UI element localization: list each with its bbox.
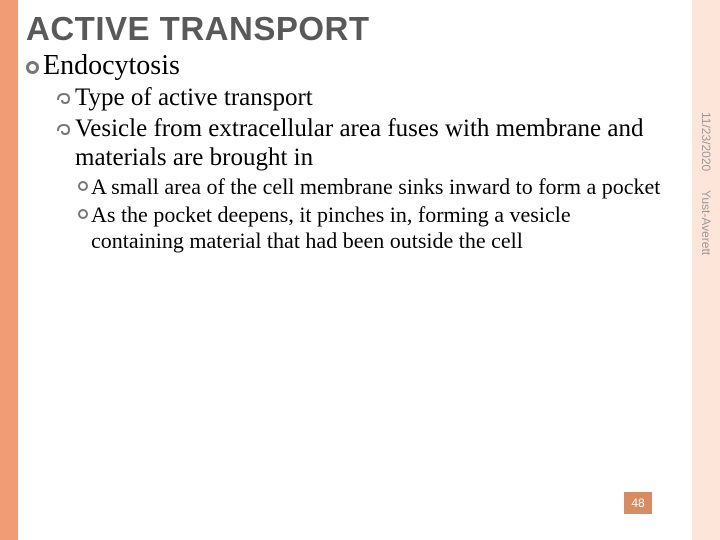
bullet-level3: A small area of the cell membrane sinks … [18, 174, 692, 200]
swirl-bullet-icon [54, 119, 72, 139]
bullet-text: As the pocket deepens, it pinches in, fo… [91, 202, 661, 254]
donut-bullet-icon [26, 61, 39, 74]
page-number: 48 [631, 496, 644, 510]
bullet-text: Endocytosis [43, 50, 180, 82]
slide-title: ACTIVE TRANSPORT [18, 0, 692, 50]
left-accent-bar [0, 0, 18, 540]
donut-bullet-icon [78, 209, 88, 219]
bullet-level2: Vesicle from extracellular area fuses wi… [18, 115, 692, 173]
swirl-bullet-icon [54, 88, 72, 108]
slide: ACTIVE TRANSPORT Endocytosis Type of act… [0, 0, 720, 540]
date-label: 11/23/2020 [699, 112, 713, 171]
author-label: Yust-Averett [699, 190, 713, 255]
bullet-level2: Type of active transport [18, 84, 692, 113]
page-number-badge: 48 [624, 492, 652, 514]
bullet-text: Vesicle from extracellular area fuses wi… [75, 115, 665, 173]
bullet-text: Type of active transport [75, 84, 313, 113]
bullet-text: A small area of the cell membrane sinks … [91, 174, 660, 200]
right-rail: 11/23/2020 Yust-Averett [692, 0, 720, 540]
content-area: ACTIVE TRANSPORT Endocytosis Type of act… [18, 0, 692, 540]
bullet-level3: As the pocket deepens, it pinches in, fo… [18, 202, 692, 254]
donut-bullet-icon [78, 181, 88, 191]
bullet-level1: Endocytosis [18, 50, 692, 82]
